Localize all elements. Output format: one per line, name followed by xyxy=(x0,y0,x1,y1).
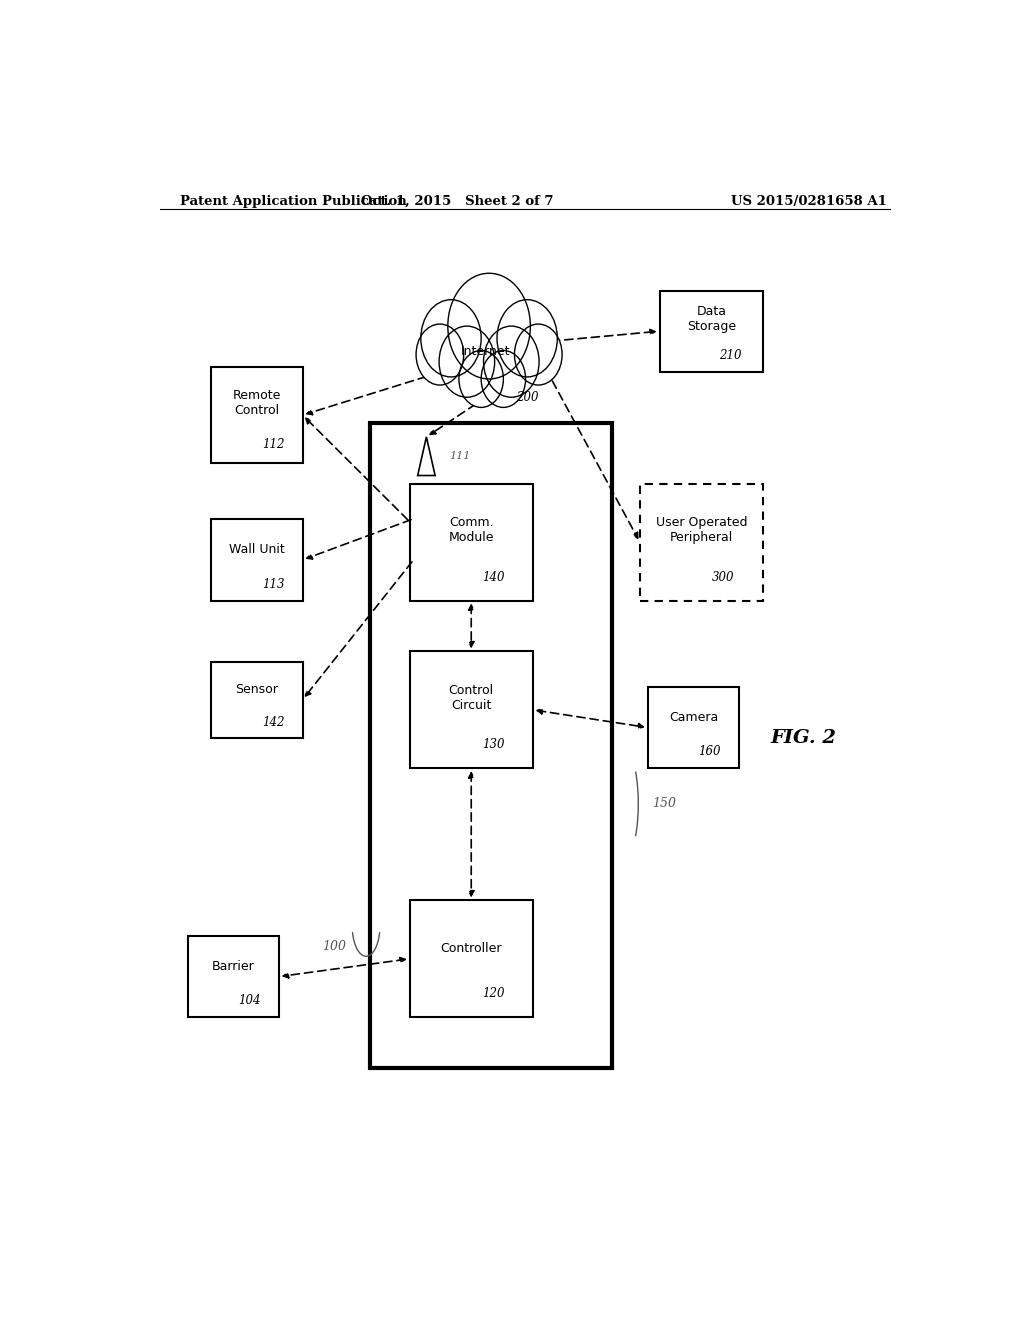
Circle shape xyxy=(416,325,464,385)
Bar xyxy=(410,900,532,1018)
Text: Internet: Internet xyxy=(461,345,510,358)
Text: 150: 150 xyxy=(651,797,676,810)
Text: User Operated
Peripheral: User Operated Peripheral xyxy=(655,516,748,544)
Bar xyxy=(211,661,303,738)
Text: 120: 120 xyxy=(482,987,505,1001)
Text: Comm.
Module: Comm. Module xyxy=(449,516,494,544)
Text: Remote
Control: Remote Control xyxy=(232,389,282,417)
Text: Barrier: Barrier xyxy=(212,960,255,973)
Circle shape xyxy=(514,325,562,385)
Text: 210: 210 xyxy=(719,348,741,362)
Bar xyxy=(648,686,739,768)
Text: 111: 111 xyxy=(450,451,471,461)
Text: 112: 112 xyxy=(262,437,285,450)
Text: Patent Application Publication: Patent Application Publication xyxy=(179,194,407,207)
Text: Oct. 1, 2015   Sheet 2 of 7: Oct. 1, 2015 Sheet 2 of 7 xyxy=(361,194,554,207)
Polygon shape xyxy=(418,437,435,475)
Circle shape xyxy=(483,326,539,397)
Text: 104: 104 xyxy=(239,994,261,1007)
Text: Camera: Camera xyxy=(669,711,718,723)
Text: FIG. 2: FIG. 2 xyxy=(771,729,837,747)
Bar xyxy=(410,651,532,768)
Text: 113: 113 xyxy=(262,578,285,591)
Text: US 2015/0281658 A1: US 2015/0281658 A1 xyxy=(731,194,887,207)
Bar xyxy=(211,519,303,601)
Circle shape xyxy=(459,351,504,408)
Bar xyxy=(187,936,279,1018)
Text: 200: 200 xyxy=(516,391,539,404)
Text: Wall Unit: Wall Unit xyxy=(229,544,285,556)
Text: 142: 142 xyxy=(262,715,285,729)
Text: 140: 140 xyxy=(482,570,505,583)
Text: Sensor: Sensor xyxy=(236,682,279,696)
Bar xyxy=(659,290,763,372)
Circle shape xyxy=(421,300,481,378)
Text: 300: 300 xyxy=(713,570,735,583)
Text: Control
Circuit: Control Circuit xyxy=(449,684,494,711)
Circle shape xyxy=(439,326,495,397)
Text: 100: 100 xyxy=(323,940,346,953)
Text: Controller: Controller xyxy=(440,942,502,956)
Bar xyxy=(370,422,612,1068)
Circle shape xyxy=(481,351,525,408)
Text: 130: 130 xyxy=(482,738,505,751)
Text: Data
Storage: Data Storage xyxy=(687,305,736,333)
Bar xyxy=(410,483,532,601)
Circle shape xyxy=(497,300,557,378)
Text: 160: 160 xyxy=(698,746,721,759)
Bar xyxy=(640,483,763,601)
Bar xyxy=(211,367,303,463)
Circle shape xyxy=(447,273,530,379)
